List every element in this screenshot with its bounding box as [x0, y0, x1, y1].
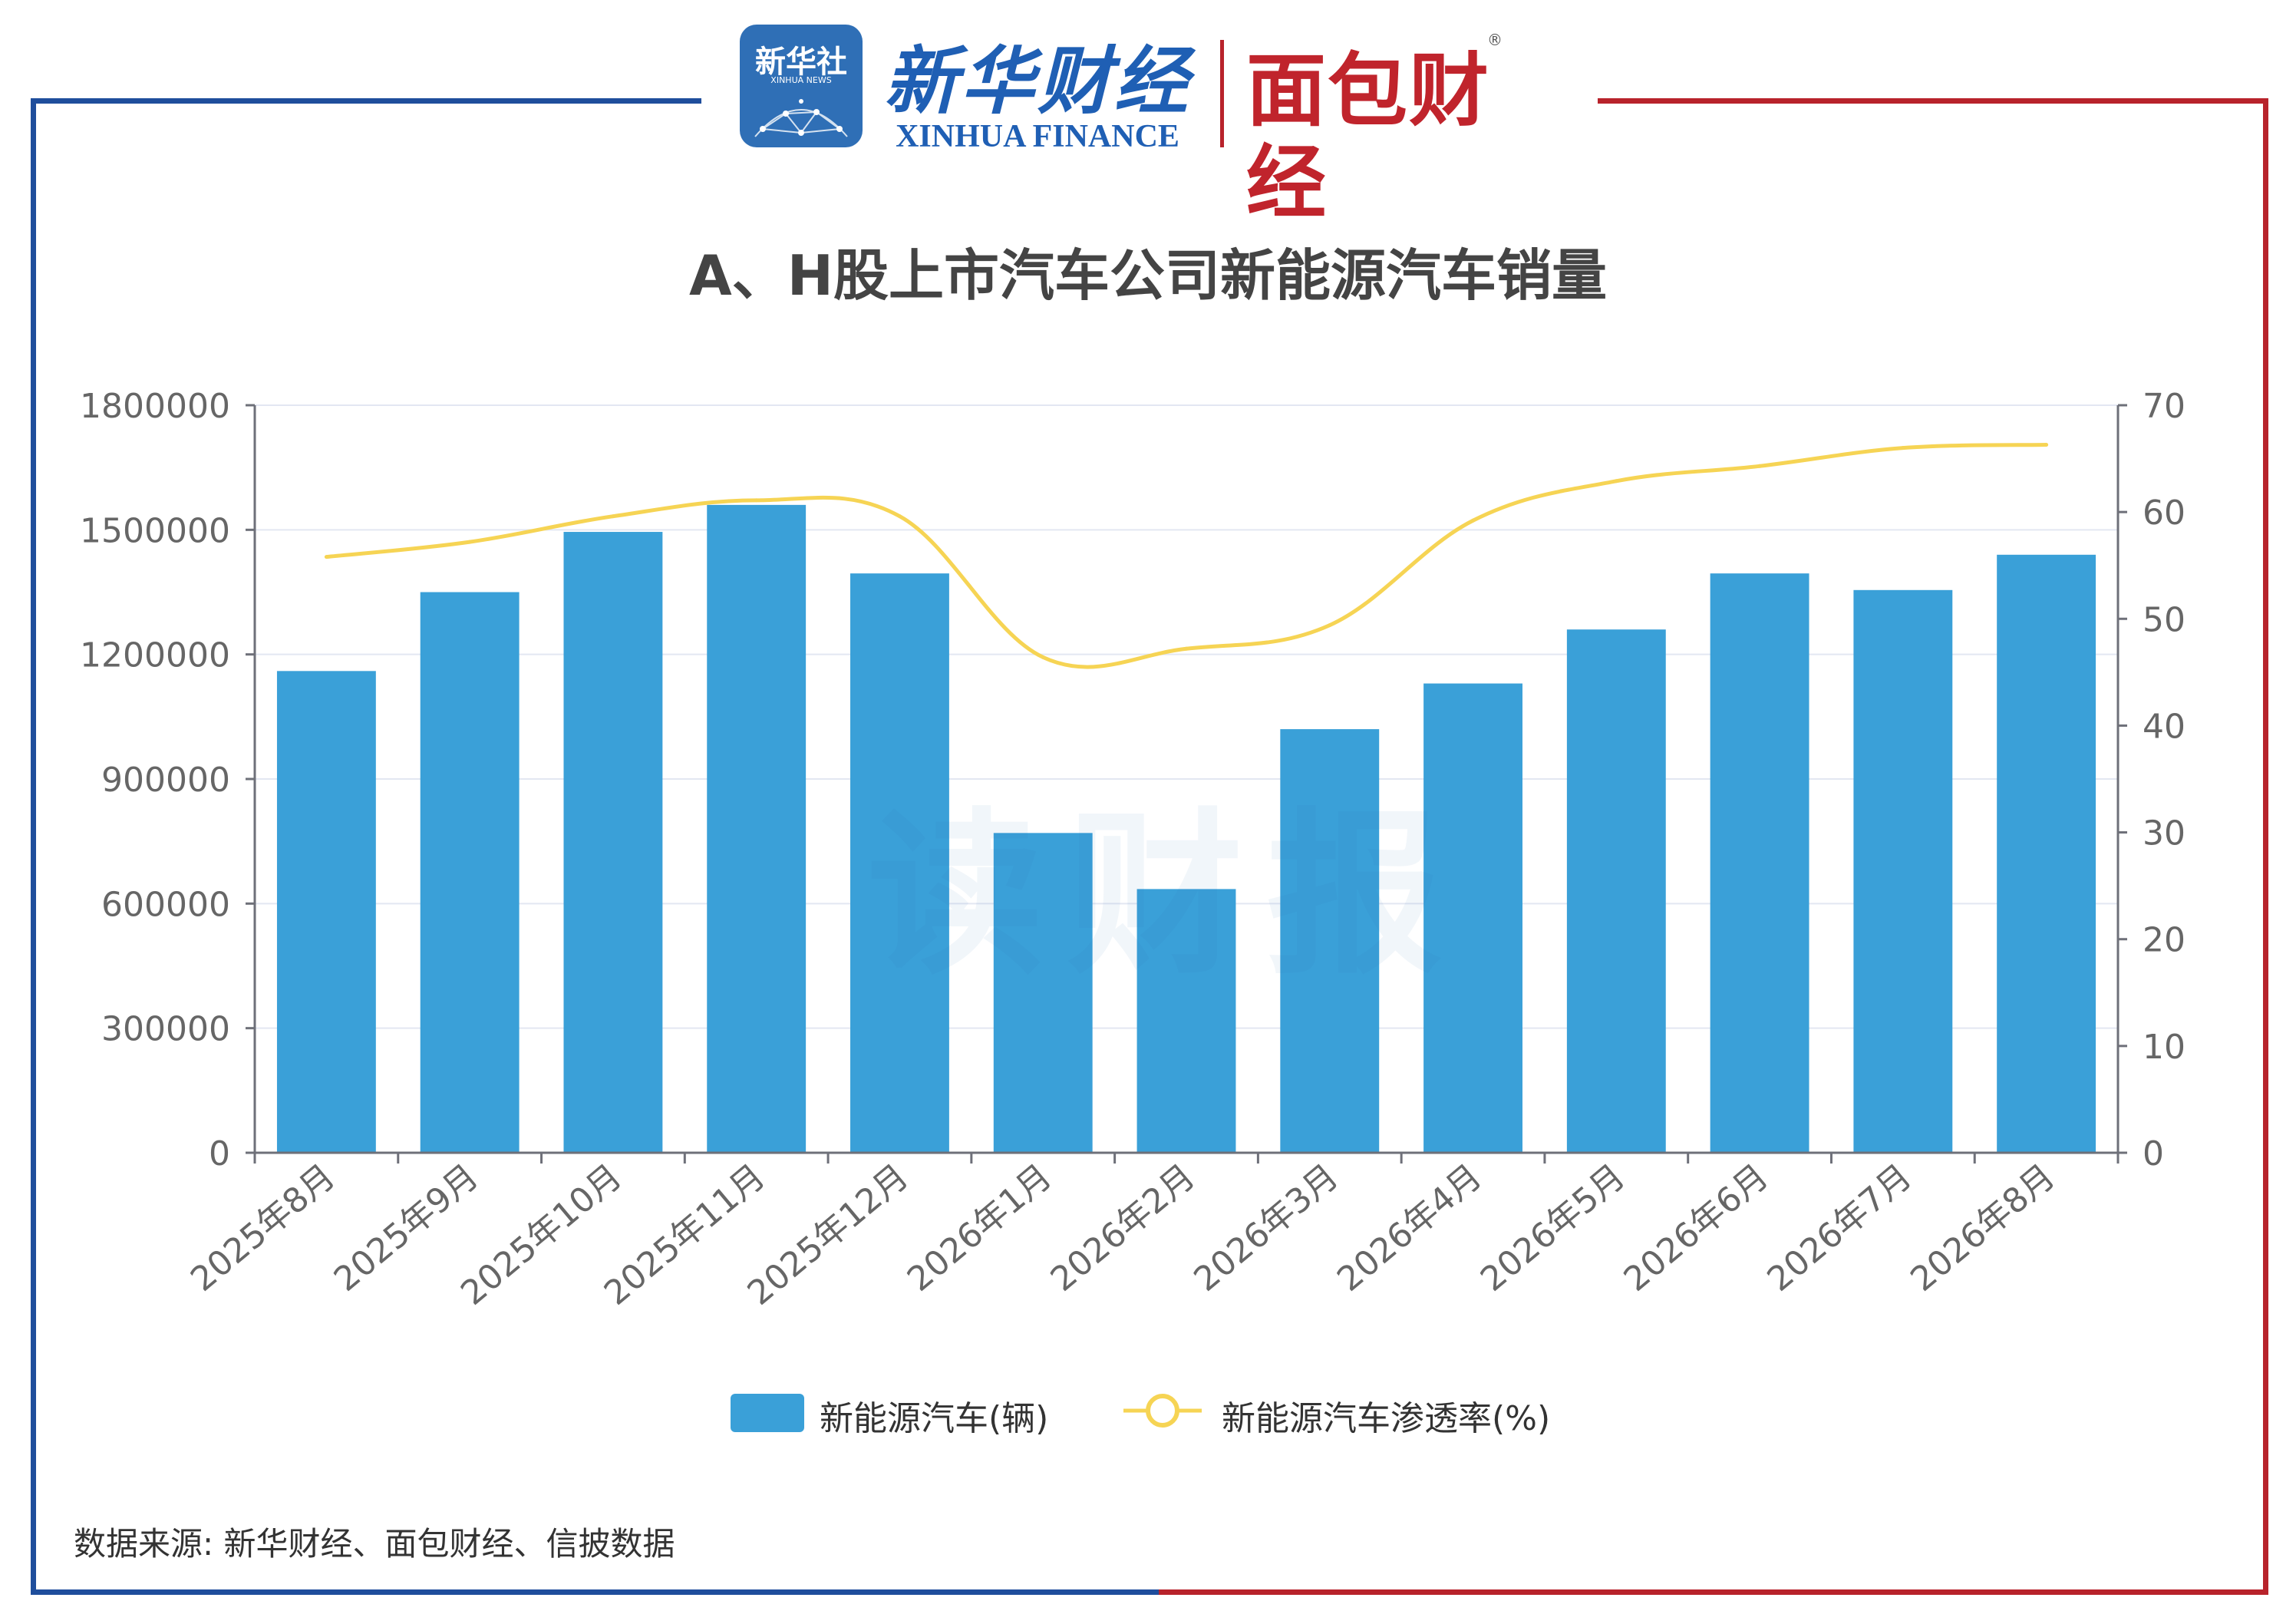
- xinhua-badge-text: 新华社: [755, 45, 847, 80]
- registered-mark: ®: [1487, 31, 1503, 49]
- y-left-tick-label: 0: [209, 1134, 230, 1173]
- frame-left-side-line: [31, 98, 36, 1595]
- x-category-label: 2026年1月: [900, 1157, 1059, 1299]
- xinhua-finance-cn: 新华财经: [884, 38, 1191, 124]
- y-left-tick-label: 1200000: [80, 636, 230, 675]
- line-point: [611, 514, 615, 519]
- y-left-tick-label: 900000: [101, 761, 230, 800]
- watermark: 读财报: [867, 794, 1466, 998]
- x-category-label: 2026年3月: [1186, 1157, 1345, 1299]
- legend-line-label: 新能源汽车渗透率(%): [1222, 1399, 1551, 1438]
- line-point: [1328, 623, 1332, 628]
- x-category-label: 2026年4月: [1330, 1157, 1489, 1299]
- header-logos: 新华社 XINHUA NEWS 新华财经 XINHUA FINANCE 面包财经…: [721, 15, 1596, 229]
- y-right-tick-label: 30: [2143, 814, 2185, 853]
- x-category-label: 2026年2月: [1044, 1157, 1202, 1299]
- y-right-tick-label: 60: [2143, 493, 2185, 533]
- legend-line-swatch: [1123, 1394, 1202, 1428]
- line-point: [897, 514, 902, 519]
- line-point: [1901, 446, 1905, 451]
- bar: [1280, 729, 1380, 1153]
- x-category-label: 2025年8月: [183, 1157, 342, 1299]
- frame-bottom-line-right: [1159, 1589, 2268, 1595]
- x-category-label: 2026年5月: [1473, 1157, 1632, 1299]
- y-right-tick-label: 70: [2143, 387, 2185, 426]
- line-point: [467, 540, 472, 544]
- line-point: [754, 498, 759, 503]
- legend-bar-label: 新能源汽车(辆): [820, 1399, 1049, 1438]
- line-point: [1184, 646, 1189, 651]
- y-left-tick-label: 600000: [101, 885, 230, 924]
- x-category-label: 2026年8月: [1903, 1157, 2062, 1299]
- y-left-tick-label: 1500000: [80, 511, 230, 550]
- x-category-label: 2026年7月: [1760, 1157, 1918, 1299]
- network-globe-icon: [754, 99, 848, 137]
- y-left-tick-label: 300000: [101, 1010, 230, 1049]
- line-point: [324, 555, 328, 559]
- bar: [1997, 554, 2096, 1153]
- y-right-tick-label: 20: [2143, 921, 2185, 960]
- legend-bar-swatch: [731, 1394, 804, 1432]
- bar: [563, 532, 663, 1153]
- bar: [1853, 589, 1953, 1153]
- bar: [276, 671, 376, 1153]
- bar: [850, 573, 949, 1153]
- y-right-tick-label: 0: [2143, 1134, 2164, 1173]
- line-point: [2044, 442, 2049, 447]
- bar: [993, 833, 1093, 1153]
- xinhua-news-logo: 新华社 XINHUA NEWS: [740, 25, 863, 147]
- y-left-tick-label: 1800000: [80, 387, 230, 426]
- line-point: [1614, 479, 1618, 484]
- x-category-label: 2026年6月: [1617, 1157, 1776, 1299]
- line-point: [1757, 464, 1762, 468]
- xinhua-finance-en: XINHUA FINANCE: [896, 119, 1179, 154]
- y-right-tick-label: 40: [2143, 707, 2185, 746]
- frame-left-top-line: [34, 98, 701, 104]
- frame-right-top-line: [1598, 98, 2268, 104]
- xinhua-badge-sub: XINHUA NEWS: [770, 75, 832, 85]
- bar: [1423, 683, 1522, 1153]
- y-right-tick-label: 10: [2143, 1028, 2185, 1067]
- data-source-note: 数据来源: 新华财经、面包财经、信披数据: [74, 1525, 675, 1563]
- mianbao-finance-logo: 面包财经: [1246, 44, 1491, 229]
- line-point: [1471, 518, 1476, 523]
- line-point: [1041, 655, 1045, 659]
- bar: [1566, 629, 1666, 1153]
- chart-legend: 新能源汽车(辆) 新能源汽车渗透率(%): [721, 1383, 1642, 1438]
- bar: [1710, 573, 1809, 1153]
- xinhua-finance-logo: 新华财经 XINHUA FINANCE: [884, 20, 1191, 158]
- bar: [707, 504, 807, 1153]
- bar: [1136, 889, 1236, 1153]
- y-right-tick-label: 50: [2143, 600, 2185, 639]
- frame-right-side-line: [2263, 98, 2268, 1595]
- bar: [420, 592, 520, 1153]
- chart-title: A、H股上市汽车公司新能源汽车销量: [689, 243, 1607, 308]
- frame-bottom-line-left: [31, 1589, 1159, 1595]
- logo-divider: [1220, 40, 1224, 147]
